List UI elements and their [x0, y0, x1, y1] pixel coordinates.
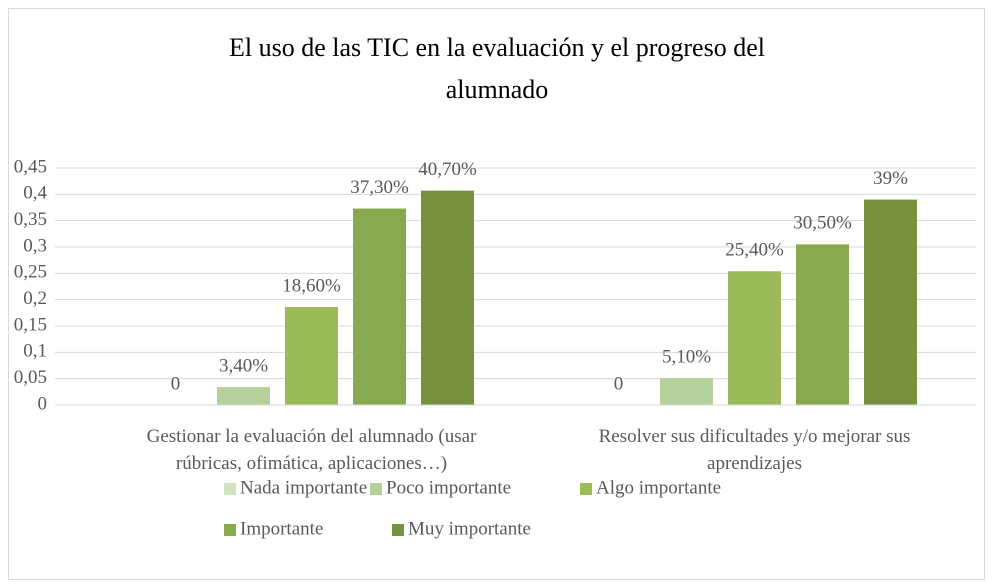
bar — [660, 378, 713, 405]
value-label: 25,40% — [725, 240, 784, 261]
legend-swatch — [224, 524, 236, 536]
y-tick-label: 0,45 — [14, 156, 47, 177]
legend-swatch — [580, 483, 592, 495]
y-tick-label: 0 — [38, 393, 48, 414]
y-tick-label: 0,15 — [14, 314, 47, 335]
bar — [796, 244, 849, 405]
value-label: 40,70% — [418, 159, 477, 180]
legend-swatch — [370, 483, 382, 495]
x-tick-label: Gestionar la evaluación del alumnado (us… — [147, 426, 477, 474]
bar — [285, 307, 338, 405]
legend-label: Importante — [240, 518, 323, 539]
value-label: 5,10% — [662, 346, 711, 367]
value-label: 37,30% — [350, 177, 409, 198]
chart-title: El uso de las TIC en la evaluación y el … — [229, 33, 765, 104]
y-tick-label: 0,25 — [14, 262, 47, 283]
legend-label: Poco importante — [386, 477, 511, 498]
value-label: 0 — [614, 373, 624, 394]
y-tick-label: 0,1 — [23, 341, 47, 362]
bar — [864, 199, 917, 405]
value-label: 30,50% — [793, 213, 852, 234]
x-tick-label: Resolver sus dificultades y/o mejorar su… — [599, 426, 911, 474]
y-tick-label: 0,2 — [23, 288, 47, 309]
value-label: 3,40% — [219, 355, 268, 376]
legend-label: Nada importante — [240, 477, 367, 498]
y-tick-label: 0,3 — [23, 235, 47, 256]
y-tick-label: 0,4 — [23, 183, 47, 204]
legend-label: Muy importante — [408, 518, 531, 539]
bar — [421, 190, 474, 405]
bar — [353, 208, 406, 405]
value-label: 39% — [873, 168, 908, 189]
value-label: 18,60% — [282, 275, 341, 296]
bar — [728, 271, 781, 405]
y-tick-label: 0,35 — [14, 209, 47, 230]
legend-label: Algo importante — [596, 477, 721, 498]
legend-swatch — [224, 483, 236, 495]
bar — [217, 387, 270, 405]
value-label: 0 — [171, 373, 181, 394]
legend-swatch — [392, 524, 404, 536]
y-tick-label: 0,05 — [14, 367, 47, 388]
